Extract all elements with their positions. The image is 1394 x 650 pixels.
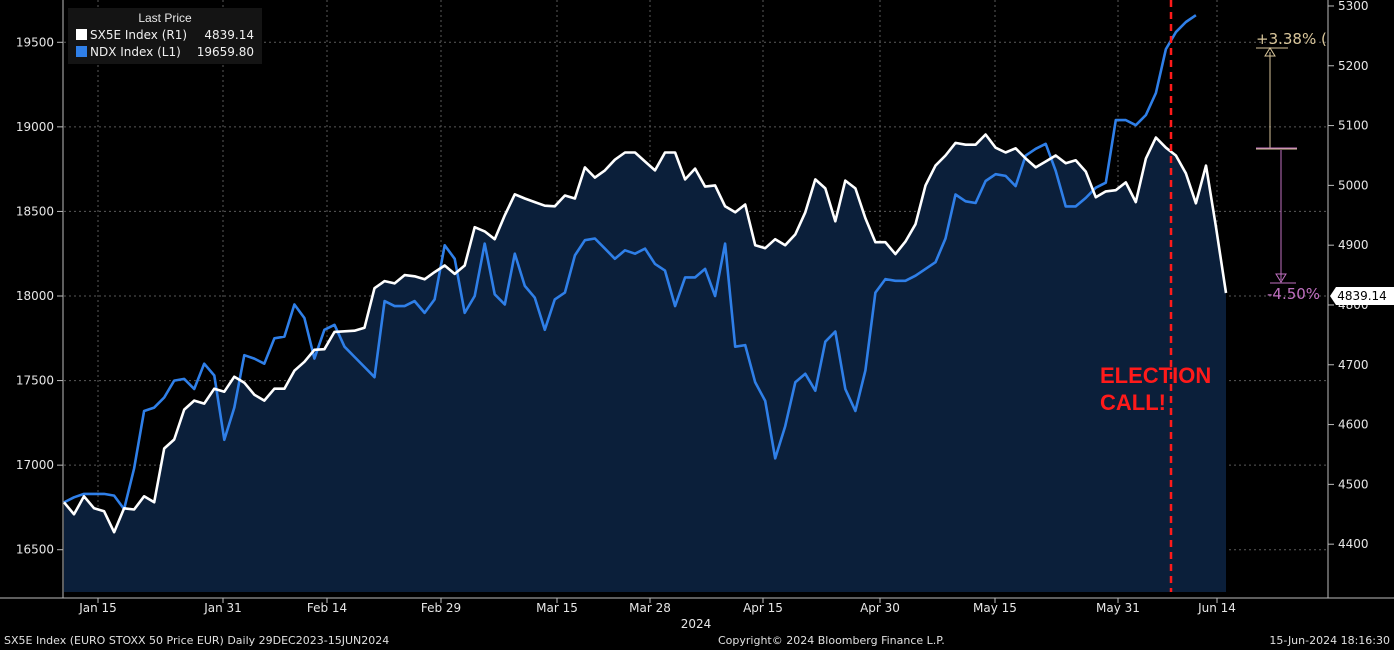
x-axis-tick-label: Mar 28 [629,601,671,615]
legend-entry-sx5e: SX5E Index (R1) [76,28,187,42]
annotation-up-pct: +3.38% ( [1256,30,1327,48]
series-line-ndx [63,14,1197,511]
legend-swatch-ndx [76,46,87,57]
footer-security-info: SX5E Index (EURO STOXX 50 Price EUR) Dai… [4,634,390,647]
right-axis-tick-label: 5200 [1338,59,1369,73]
last-value-tag-left-text: 19659.80 [0,0,57,3]
left-axis-tick-label: 17000 [16,458,54,472]
right-axis-tick-label: 4500 [1338,477,1369,491]
left-axis-tick-label: 17500 [16,374,54,388]
footer-timestamp: 15-Jun-2024 18:16:30 [1269,634,1390,647]
axes: 16500 17000 17500 18000 18500 19000 19500 4400 4… [0,0,1394,631]
right-axis-tick-label: 5100 [1338,119,1369,133]
x-axis-tick-label: Feb 14 [307,601,347,615]
left-axis-tick-label: 16500 [16,543,54,557]
measure-down-arrowhead [1275,273,1287,283]
annotation-down-pct: -4.50% [1267,285,1320,303]
footer-copyright: Copyright© 2024 Bloomberg Finance L.P. [718,634,945,647]
legend-entry-ndx: NDX Index (L1) [76,45,181,59]
x-axis-tick-label: Jan 15 [78,601,117,615]
measure-up-arrowhead [1264,47,1276,57]
last-value-tag-right-text: 4839.14 [1337,289,1387,303]
x-axis-year-label: 2024 [681,617,712,631]
left-axis-tick-label: 19000 [16,120,54,134]
legend-title: Last Price [138,11,192,25]
legend-value-sx5e: 4839.14 [204,28,254,42]
left-axis-tick-label: 18000 [16,289,54,303]
legend-swatch-sx5e [76,29,87,40]
legend: Last Price SX5E Index (R1) 4839.14 NDX I… [68,8,262,64]
right-axis-tick-label: 5300 [1338,0,1369,13]
x-axis-tick-label: Jan 31 [203,601,242,615]
x-axis-tick-label: Feb 29 [421,601,461,615]
x-axis-tick-label: May 15 [973,601,1017,615]
left-axis-tick-label: 18500 [16,204,54,218]
left-axis-tick-label: 19500 [16,35,54,49]
series-line-sx5e [63,133,1228,534]
x-axis-tick-label: Jun 14 [1197,601,1236,615]
right-axis-tick-label: 4700 [1338,358,1369,372]
x-axis-tick-label: Apr 15 [743,601,783,615]
annotation-election: ELECTION [1100,363,1211,388]
chart-svg: 16500 17000 17500 18000 18500 19000 19500 4400 4… [0,0,1394,631]
legend-value-ndx: 19659.80 [196,45,254,59]
x-axis-tick-label: Apr 30 [860,601,900,615]
right-axis-tick-label: 4600 [1338,418,1369,432]
x-axis-tick-label: Mar 15 [536,601,578,615]
annotation-call: CALL! [1100,390,1166,415]
right-axis-tick-label: 4900 [1338,238,1369,252]
last-value-tag-right [1330,287,1394,306]
right-axis-tick-label: 5000 [1338,178,1369,192]
right-axis-tick-label: 4400 [1338,537,1369,551]
x-axis-tick-label: May 31 [1096,601,1140,615]
sx5e-area-fill [64,134,1226,592]
